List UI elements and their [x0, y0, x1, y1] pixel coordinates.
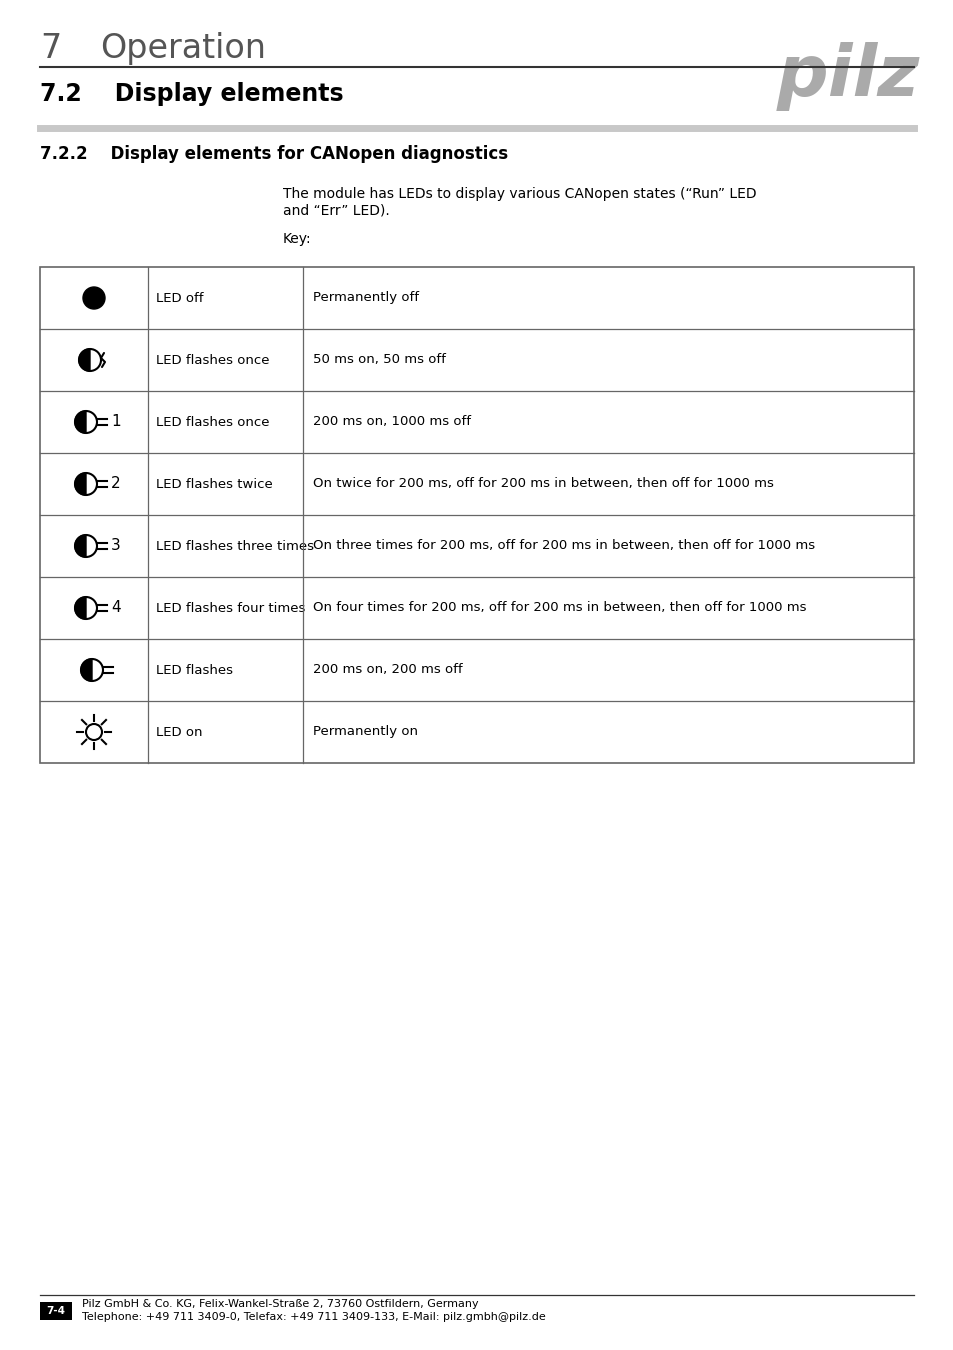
Wedge shape: [75, 597, 86, 620]
Text: Operation: Operation: [100, 32, 266, 65]
Text: The module has LEDs to display various CANopen states (“Run” LED: The module has LEDs to display various C…: [283, 188, 756, 201]
Text: 2: 2: [111, 477, 120, 491]
Wedge shape: [81, 659, 91, 680]
Text: Telephone: +49 711 3409-0, Telefax: +49 711 3409-133, E-Mail: pilz.gmbh@pilz.de: Telephone: +49 711 3409-0, Telefax: +49 …: [82, 1312, 545, 1322]
Text: On four times for 200 ms, off for 200 ms in between, then off for 1000 ms: On four times for 200 ms, off for 200 ms…: [313, 602, 805, 614]
Text: 200 ms on, 1000 ms off: 200 ms on, 1000 ms off: [313, 416, 471, 428]
Text: LED flashes: LED flashes: [156, 663, 233, 676]
Text: LED flashes once: LED flashes once: [156, 416, 269, 428]
Text: 7: 7: [40, 32, 61, 65]
Wedge shape: [79, 350, 90, 371]
Text: 1: 1: [111, 414, 120, 429]
Text: 3: 3: [111, 539, 121, 553]
Text: On three times for 200 ms, off for 200 ms in between, then off for 1000 ms: On three times for 200 ms, off for 200 m…: [313, 540, 814, 552]
Text: pilz: pilz: [776, 42, 919, 111]
Wedge shape: [75, 472, 86, 495]
Text: 200 ms on, 200 ms off: 200 ms on, 200 ms off: [313, 663, 462, 676]
Text: 7.2.2    Display elements for CANopen diagnostics: 7.2.2 Display elements for CANopen diagn…: [40, 144, 508, 163]
Text: LED flashes twice: LED flashes twice: [156, 478, 273, 490]
Text: LED flashes four times: LED flashes four times: [156, 602, 305, 614]
Text: 50 ms on, 50 ms off: 50 ms on, 50 ms off: [313, 354, 445, 366]
Text: LED on: LED on: [156, 725, 202, 738]
Text: 4: 4: [111, 601, 120, 616]
Text: On twice for 200 ms, off for 200 ms in between, then off for 1000 ms: On twice for 200 ms, off for 200 ms in b…: [313, 478, 773, 490]
Bar: [40, 267, 913, 763]
Text: Key:: Key:: [283, 232, 312, 246]
Text: LED off: LED off: [156, 292, 203, 305]
Text: 7.2    Display elements: 7.2 Display elements: [40, 82, 343, 107]
Text: LED flashes once: LED flashes once: [156, 354, 269, 366]
Text: Permanently off: Permanently off: [313, 292, 418, 305]
Text: 7-4: 7-4: [47, 1305, 66, 1316]
Bar: [40, 1301, 71, 1320]
Text: and “Err” LED).: and “Err” LED).: [283, 202, 390, 217]
Text: Permanently on: Permanently on: [313, 725, 417, 738]
Text: Pilz GmbH & Co. KG, Felix-Wankel-Straße 2, 73760 Ostfildern, Germany: Pilz GmbH & Co. KG, Felix-Wankel-Straße …: [82, 1299, 478, 1310]
Text: LED flashes three times: LED flashes three times: [156, 540, 314, 552]
Circle shape: [83, 288, 105, 309]
Wedge shape: [75, 535, 86, 558]
Wedge shape: [75, 410, 86, 433]
